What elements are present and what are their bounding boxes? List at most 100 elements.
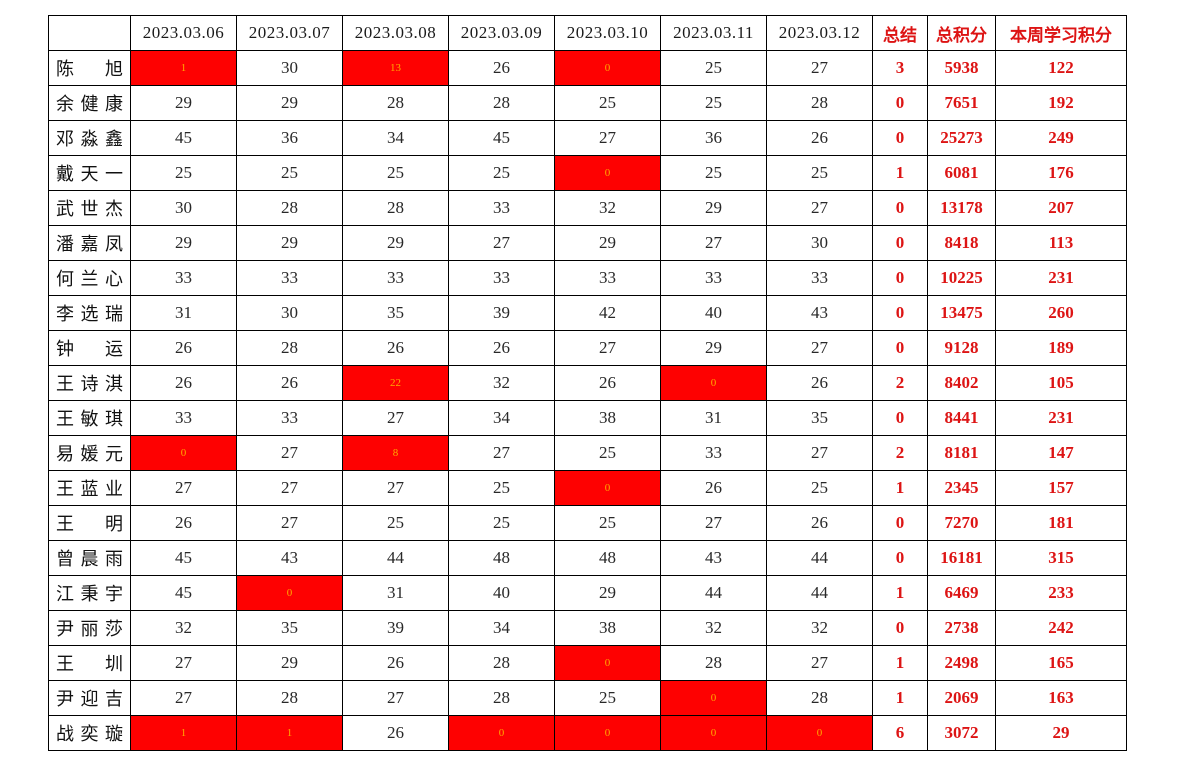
score-cell: 48 xyxy=(554,540,661,576)
score-cell: 35 xyxy=(236,610,343,646)
week-points-cell: 231 xyxy=(995,260,1127,296)
week-points-cell: 176 xyxy=(995,155,1127,191)
highlighted-score-cell: 0 xyxy=(554,50,661,86)
score-cell: 38 xyxy=(554,610,661,646)
student-name: 王敏琪 xyxy=(48,400,131,436)
score-cell: 31 xyxy=(130,295,237,331)
score-cell: 43 xyxy=(660,540,767,576)
score-cell: 44 xyxy=(660,575,767,611)
score-cell: 27 xyxy=(130,470,237,506)
total-points-cell: 25273 xyxy=(927,120,996,156)
score-cell: 42 xyxy=(554,295,661,331)
student-name: 王明 xyxy=(48,505,131,541)
score-cell: 26 xyxy=(448,50,555,86)
highlighted-score-cell: 8 xyxy=(342,435,449,471)
week-points-cell: 207 xyxy=(995,190,1127,226)
score-cell: 27 xyxy=(766,435,873,471)
table-row: 陈旭 1 30 13 26 0 25 27 3 5938 122 xyxy=(48,50,1127,86)
table-row: 余健康 29 29 28 28 25 25 28 0 7651 192 xyxy=(48,85,1127,121)
total-points-cell: 7270 xyxy=(927,505,996,541)
score-cell: 28 xyxy=(448,85,555,121)
score-cell: 26 xyxy=(342,645,449,681)
score-cell: 34 xyxy=(342,120,449,156)
score-cell: 34 xyxy=(448,400,555,436)
summary-count-cell: 3 xyxy=(872,50,928,86)
highlighted-score-cell: 1 xyxy=(130,715,237,751)
score-cell: 33 xyxy=(342,260,449,296)
week-points-cell: 233 xyxy=(995,575,1127,611)
week-points-cell: 113 xyxy=(995,225,1127,261)
total-points-cell: 8402 xyxy=(927,365,996,401)
score-cell: 26 xyxy=(660,470,767,506)
student-name: 王蓝业 xyxy=(48,470,131,506)
student-name: 尹丽莎 xyxy=(48,610,131,646)
highlighted-score-cell: 0 xyxy=(130,435,237,471)
score-cell: 27 xyxy=(236,470,343,506)
header-row: 2023.03.06 2023.03.07 2023.03.08 2023.03.09… xyxy=(48,15,1127,51)
score-cell: 35 xyxy=(766,400,873,436)
score-cell: 32 xyxy=(766,610,873,646)
total-points-cell: 2738 xyxy=(927,610,996,646)
week-points-cell: 242 xyxy=(995,610,1127,646)
week-points-cell: 163 xyxy=(995,680,1127,716)
table-row: 李选瑞 31 30 35 39 42 40 43 0 13475 260 xyxy=(48,295,1127,331)
table-row: 戴天一 25 25 25 25 0 25 25 1 6081 176 xyxy=(48,155,1127,191)
score-cell: 36 xyxy=(660,120,767,156)
score-cell: 48 xyxy=(448,540,555,576)
score-cell: 32 xyxy=(448,365,555,401)
score-cell: 33 xyxy=(766,260,873,296)
score-cell: 28 xyxy=(448,645,555,681)
table-row: 曾晨雨 45 43 44 48 48 43 44 0 16181 315 xyxy=(48,540,1127,576)
summary-count-cell: 1 xyxy=(872,575,928,611)
student-name: 曾晨雨 xyxy=(48,540,131,576)
score-cell: 27 xyxy=(236,435,343,471)
score-cell: 27 xyxy=(766,330,873,366)
highlighted-score-cell: 0 xyxy=(660,715,767,751)
score-cell: 28 xyxy=(236,190,343,226)
score-cell: 25 xyxy=(448,470,555,506)
score-cell: 26 xyxy=(342,330,449,366)
score-cell: 28 xyxy=(766,680,873,716)
score-cell: 27 xyxy=(130,645,237,681)
student-name: 李选瑞 xyxy=(48,295,131,331)
total-points-header: 总积分 xyxy=(927,15,996,51)
table-row: 尹迎吉 27 28 27 28 25 0 28 1 2069 163 xyxy=(48,680,1127,716)
score-cell: 30 xyxy=(236,50,343,86)
score-cell: 43 xyxy=(236,540,343,576)
score-cell: 27 xyxy=(130,680,237,716)
score-cell: 43 xyxy=(766,295,873,331)
score-cell: 33 xyxy=(448,190,555,226)
week-points-cell: 105 xyxy=(995,365,1127,401)
total-points-cell: 13178 xyxy=(927,190,996,226)
summary-header: 总结 xyxy=(872,15,928,51)
week-points-cell: 122 xyxy=(995,50,1127,86)
summary-count-cell: 0 xyxy=(872,190,928,226)
score-cell: 40 xyxy=(448,575,555,611)
highlighted-score-cell: 0 xyxy=(660,680,767,716)
score-cell: 26 xyxy=(342,715,449,751)
score-cell: 25 xyxy=(766,470,873,506)
weekly-score-table: 2023.03.06 2023.03.07 2023.03.08 2023.03.09… xyxy=(48,15,1127,751)
student-name: 武世杰 xyxy=(48,190,131,226)
date-header: 2023.03.11 xyxy=(660,15,767,51)
summary-count-cell: 0 xyxy=(872,120,928,156)
score-cell: 45 xyxy=(448,120,555,156)
score-cell: 25 xyxy=(448,505,555,541)
date-header: 2023.03.08 xyxy=(342,15,449,51)
score-cell: 30 xyxy=(766,225,873,261)
score-cell: 45 xyxy=(130,540,237,576)
score-cell: 27 xyxy=(342,470,449,506)
week-points-cell: 189 xyxy=(995,330,1127,366)
score-cell: 25 xyxy=(342,155,449,191)
score-cell: 27 xyxy=(342,680,449,716)
table-row: 王明 26 27 25 25 25 27 26 0 7270 181 xyxy=(48,505,1127,541)
table-row: 钟运 26 28 26 26 27 29 27 0 9128 189 xyxy=(48,330,1127,366)
student-name: 邓淼鑫 xyxy=(48,120,131,156)
score-cell: 25 xyxy=(660,50,767,86)
score-cell: 44 xyxy=(766,575,873,611)
summary-count-cell: 0 xyxy=(872,505,928,541)
score-cell: 28 xyxy=(766,85,873,121)
table-row: 何兰心 33 33 33 33 33 33 33 0 10225 231 xyxy=(48,260,1127,296)
student-name: 江秉宇 xyxy=(48,575,131,611)
score-cell: 44 xyxy=(342,540,449,576)
